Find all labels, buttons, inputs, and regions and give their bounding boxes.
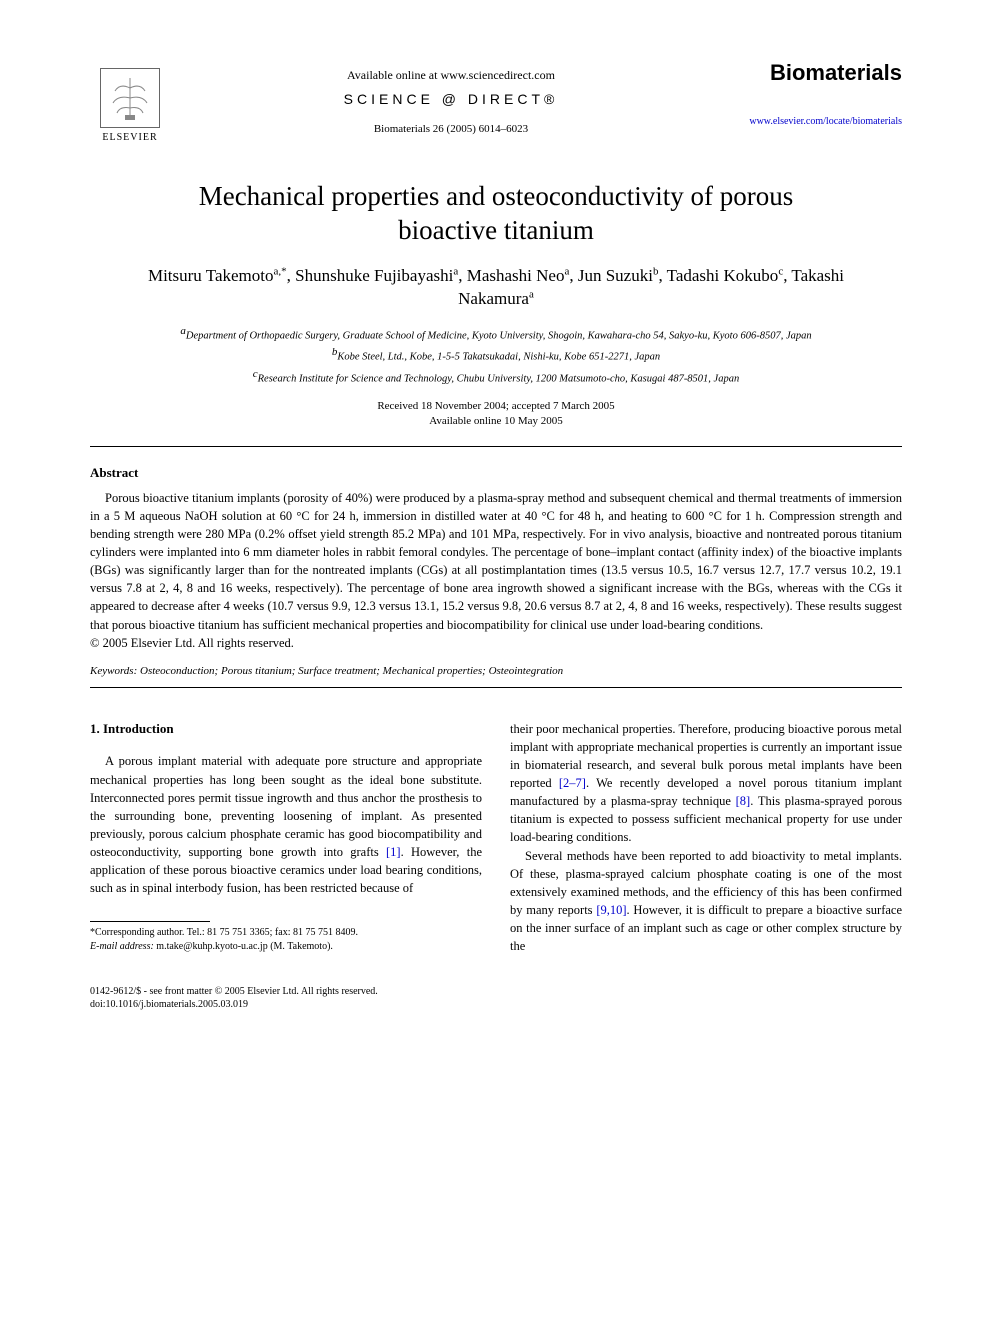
article-title: Mechanical properties and osteoconductiv… <box>150 180 842 248</box>
ref-link[interactable]: [8] <box>736 794 751 808</box>
intro-para-1: A porous implant material with adequate … <box>90 752 482 897</box>
article-dates: Received 18 November 2004; accepted 7 Ma… <box>90 399 902 430</box>
abstract-copyright: © 2005 Elsevier Ltd. All rights reserved… <box>90 636 902 651</box>
journal-brand: Biomaterials <box>732 60 902 86</box>
body-columns: 1. Introduction A porous implant materia… <box>90 720 902 956</box>
column-right: their poor mechanical properties. Theref… <box>510 720 902 956</box>
footer: 0142-9612/$ - see front matter © 2005 El… <box>90 985 902 1011</box>
affiliations: aDepartment of Orthopaedic Surgery, Grad… <box>90 323 902 387</box>
column-left: 1. Introduction A porous implant materia… <box>90 720 482 956</box>
received-accepted: Received 18 November 2004; accepted 7 Ma… <box>90 399 902 414</box>
intro-para-2: Several methods have been reported to ad… <box>510 847 902 956</box>
ref-link[interactable]: [1] <box>386 845 401 859</box>
right-header: Biomaterials www.elsevier.com/locate/bio… <box>732 60 902 127</box>
keywords: Keywords: Osteoconduction; Porous titani… <box>90 665 902 677</box>
abstract-heading: Abstract <box>90 465 902 481</box>
affiliation-b: bKobe Steel, Ltd., Kobe, 1-5-5 Takatsuka… <box>90 344 902 365</box>
footnote-rule <box>90 921 210 922</box>
email-label: E-mail address: <box>90 941 154 952</box>
email-line: E-mail address: m.take@kuhp.kyoto-u.ac.j… <box>90 940 482 954</box>
science-direct-logo: SCIENCE @ DIRECT® <box>170 91 732 109</box>
section-1-heading: 1. Introduction <box>90 720 482 739</box>
intro-para-1-cont: their poor mechanical properties. Theref… <box>510 720 902 847</box>
elsevier-label: ELSEVIER <box>102 132 157 143</box>
keywords-list: Osteoconduction; Porous titanium; Surfac… <box>140 665 563 677</box>
abstract-body: Porous bioactive titanium implants (poro… <box>90 489 902 634</box>
science-direct-text: SCIENCE @ DIRECT® <box>344 91 559 107</box>
journal-citation: Biomaterials 26 (2005) 6014–6023 <box>170 123 732 135</box>
available-online-date: Available online 10 May 2005 <box>90 414 902 429</box>
ref-link[interactable]: [2–7] <box>559 776 586 790</box>
affiliation-a: aDepartment of Orthopaedic Surgery, Grad… <box>90 323 902 344</box>
doi-line: doi:10.1016/j.biomaterials.2005.03.019 <box>90 998 902 1011</box>
ref-link[interactable]: [9,10] <box>596 903 626 917</box>
corresponding-footnote: *Corresponding author. Tel.: 81 75 751 3… <box>90 926 482 954</box>
affiliation-c: cResearch Institute for Science and Tech… <box>90 366 902 387</box>
journal-url[interactable]: www.elsevier.com/locate/biomaterials <box>732 116 902 127</box>
keywords-label: Keywords: <box>90 665 137 677</box>
issn-line: 0142-9612/$ - see front matter © 2005 El… <box>90 985 902 998</box>
rule-bottom <box>90 687 902 688</box>
rule-top <box>90 446 902 447</box>
center-header: Available online at www.sciencedirect.co… <box>170 60 732 135</box>
email-address[interactable]: m.take@kuhp.kyoto-u.ac.jp (M. Takemoto). <box>156 941 333 952</box>
authors-line: Mitsuru Takemotoa,*, Shunshuke Fujibayas… <box>130 264 862 312</box>
page-header: ELSEVIER Available online at www.science… <box>90 60 902 150</box>
elsevier-tree-icon <box>100 68 160 128</box>
elsevier-logo: ELSEVIER <box>90 60 170 150</box>
available-online-text: Available online at www.sciencedirect.co… <box>170 68 732 83</box>
corresponding-author: *Corresponding author. Tel.: 81 75 751 3… <box>90 926 482 940</box>
